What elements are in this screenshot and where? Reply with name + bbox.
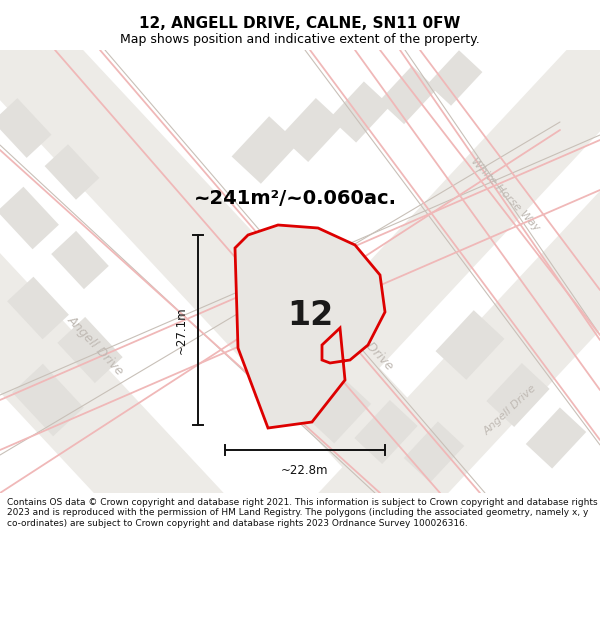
Polygon shape: [7, 277, 69, 339]
Polygon shape: [280, 98, 344, 162]
Text: ~27.1m: ~27.1m: [175, 306, 188, 354]
Polygon shape: [404, 421, 464, 482]
Polygon shape: [0, 187, 59, 249]
Polygon shape: [317, 0, 600, 372]
Polygon shape: [436, 310, 505, 380]
Polygon shape: [254, 354, 326, 426]
Polygon shape: [44, 144, 100, 200]
Text: Angell Drive: Angell Drive: [64, 312, 126, 378]
Polygon shape: [355, 400, 418, 464]
Text: Angell Drive: Angell Drive: [482, 383, 538, 437]
Polygon shape: [58, 317, 122, 383]
Polygon shape: [0, 215, 305, 625]
Polygon shape: [487, 363, 550, 427]
Text: Map shows position and indicative extent of the property.: Map shows position and indicative extent…: [120, 33, 480, 46]
Text: White Horse Way: White Horse Way: [469, 157, 541, 233]
Text: 12: 12: [287, 299, 333, 331]
Polygon shape: [0, 98, 52, 158]
Polygon shape: [232, 116, 298, 184]
Polygon shape: [238, 156, 600, 625]
Text: ~241m²/~0.060ac.: ~241m²/~0.060ac.: [193, 189, 397, 208]
Polygon shape: [379, 66, 437, 124]
Polygon shape: [235, 225, 385, 428]
Polygon shape: [305, 377, 371, 443]
Polygon shape: [0, 1, 433, 489]
Polygon shape: [428, 50, 482, 106]
Text: Contains OS data © Crown copyright and database right 2021. This information is : Contains OS data © Crown copyright and d…: [7, 498, 598, 528]
Text: ~22.8m: ~22.8m: [281, 464, 329, 477]
Polygon shape: [12, 364, 84, 436]
Polygon shape: [51, 231, 109, 289]
Polygon shape: [330, 81, 390, 142]
Polygon shape: [526, 408, 586, 469]
Text: 12, ANGELL DRIVE, CALNE, SN11 0FW: 12, ANGELL DRIVE, CALNE, SN11 0FW: [139, 16, 461, 31]
Text: Angell Drive: Angell Drive: [334, 308, 396, 372]
